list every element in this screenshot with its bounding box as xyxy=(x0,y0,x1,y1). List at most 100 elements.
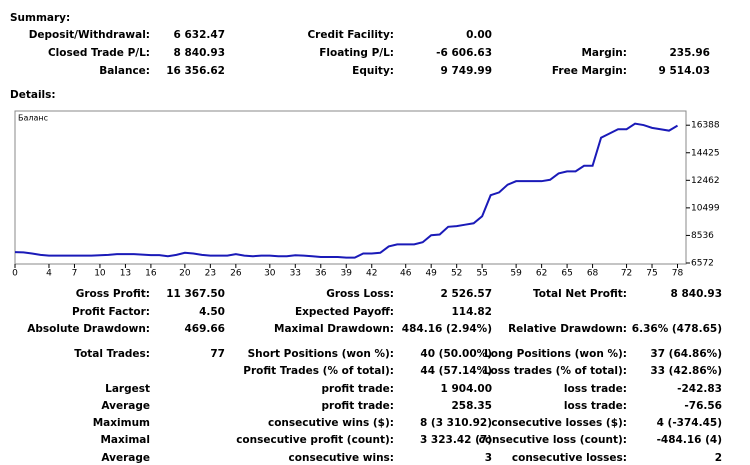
x-tick-label: 30 xyxy=(264,269,276,279)
legend-label: Баланс xyxy=(18,114,48,123)
cell-value: 9 514.03 xyxy=(659,65,710,77)
cell-label: Balance: xyxy=(99,65,150,77)
cell-label: Total Net Profit: xyxy=(533,288,627,300)
cell-label: Largest xyxy=(105,383,150,395)
cell-value: 258.35 xyxy=(451,400,492,412)
chart-frame xyxy=(14,110,687,265)
cell-label: Gross Profit: xyxy=(76,288,150,300)
cell-label: Margin: xyxy=(581,47,627,59)
y-tick-label: 12462 xyxy=(691,176,720,186)
cell-value: 44 (57.14%) xyxy=(420,365,492,377)
x-tick-label: 65 xyxy=(561,269,572,279)
cell-value: 469.66 xyxy=(184,323,225,335)
x-tick-label: 72 xyxy=(621,269,632,279)
x-tick-label: 59 xyxy=(510,269,522,279)
x-tick-label: 49 xyxy=(425,269,437,279)
cell-label: consecutive losses ($): xyxy=(491,417,627,429)
summary-heading: Summary: xyxy=(10,12,70,24)
cell-label: Equity: xyxy=(352,65,394,77)
cell-value: 11 367.50 xyxy=(166,288,225,300)
cell-label: Relative Drawdown: xyxy=(508,323,627,335)
y-tick-label: 16388 xyxy=(691,121,720,131)
cell-label: Gross Loss: xyxy=(326,288,394,300)
cell-value: 114.82 xyxy=(451,306,492,318)
cell-label: Credit Facility: xyxy=(307,29,394,41)
details-heading: Details: xyxy=(10,89,56,101)
cell-value: 8 840.93 xyxy=(174,47,225,59)
x-tick-label: 33 xyxy=(290,269,301,279)
cell-label: profit trade: xyxy=(322,400,395,412)
cell-value: 1 904.00 xyxy=(441,383,492,395)
cell-label: loss trade: xyxy=(564,400,627,412)
x-tick-label: 13 xyxy=(120,269,131,279)
cell-label: Loss trades (% of total): xyxy=(484,365,627,377)
cell-value: 16 356.62 xyxy=(166,65,225,77)
cell-label: Free Margin: xyxy=(552,65,627,77)
cell-value: 2 526.57 xyxy=(441,288,492,300)
y-tick-label: 14425 xyxy=(691,148,720,158)
cell-value: 9 749.99 xyxy=(441,65,492,77)
cell-label: consecutive wins ($): xyxy=(268,417,394,429)
cell-value: -76.56 xyxy=(684,400,722,412)
x-tick-label: 36 xyxy=(315,269,327,279)
cell-value: 4.50 xyxy=(199,306,225,318)
cell-value: 40 (50.00%) xyxy=(420,348,492,360)
x-tick-label: 10 xyxy=(94,269,106,279)
y-tick-label: 10499 xyxy=(691,203,720,213)
x-tick-label: 42 xyxy=(366,269,377,279)
cell-value: 2 xyxy=(715,452,722,464)
cell-label: Short Positions (won %): xyxy=(248,348,394,360)
cell-value: -484.16 (4) xyxy=(657,434,722,446)
cell-value: 484.16 (2.94%) xyxy=(402,323,492,335)
cell-label: Maximum xyxy=(93,417,150,429)
cell-label: loss trade: xyxy=(564,383,627,395)
cell-value: 0.00 xyxy=(466,29,492,41)
cell-value: 8 840.93 xyxy=(671,288,722,300)
x-tick-label: 7 xyxy=(72,269,78,279)
x-tick-label: 68 xyxy=(587,269,599,279)
x-tick-label: 26 xyxy=(230,269,242,279)
cell-label: Average xyxy=(101,400,150,412)
x-tick-label: 46 xyxy=(400,269,412,279)
cell-label: Expected Payoff: xyxy=(295,306,394,318)
x-tick-label: 4 xyxy=(46,269,52,279)
x-tick-label: 39 xyxy=(341,269,353,279)
cell-value: 6.36% (478.65) xyxy=(632,323,722,335)
x-tick-label: 20 xyxy=(179,269,191,279)
x-tick-label: 75 xyxy=(646,269,657,279)
cell-value: 3 323.42 (7) xyxy=(420,434,492,446)
cell-value: 4 (-374.45) xyxy=(657,417,722,429)
cell-value: 33 (42.86%) xyxy=(650,365,722,377)
cell-label: Absolute Drawdown: xyxy=(27,323,150,335)
x-tick-label: 0 xyxy=(12,269,18,279)
x-tick-label: 78 xyxy=(672,269,684,279)
cell-label: consecutive loss (count): xyxy=(479,434,627,446)
cell-value: -6 606.63 xyxy=(436,47,492,59)
cell-value: -242.83 xyxy=(677,383,722,395)
cell-label: Profit Factor: xyxy=(72,306,150,318)
x-tick-label: 23 xyxy=(205,269,216,279)
x-tick-label: 62 xyxy=(536,269,547,279)
x-tick-label: 52 xyxy=(451,269,462,279)
cell-value: 235.96 xyxy=(669,47,710,59)
cell-value: 8 (3 310.92) xyxy=(420,417,492,429)
cell-value: 6 632.47 xyxy=(174,29,225,41)
cell-label: profit trade: xyxy=(322,383,395,395)
cell-label: consecutive wins: xyxy=(289,452,394,464)
cell-label: Floating P/L: xyxy=(319,47,394,59)
y-tick-label: 6572 xyxy=(691,258,714,268)
cell-value: 3 xyxy=(485,452,492,464)
cell-value: 77 xyxy=(210,348,225,360)
cell-label: Closed Trade P/L: xyxy=(48,47,150,59)
cell-label: consecutive profit (count): xyxy=(236,434,394,446)
x-tick-label: 16 xyxy=(145,269,157,279)
cell-label: Deposit/Withdrawal: xyxy=(29,29,150,41)
cell-label: Profit Trades (% of total): xyxy=(243,365,394,377)
x-tick-label: 55 xyxy=(476,269,487,279)
cell-label: Total Trades: xyxy=(74,348,150,360)
cell-value: 37 (64.86%) xyxy=(650,348,722,360)
cell-label: Average xyxy=(101,452,150,464)
y-tick-label: 8536 xyxy=(691,231,714,241)
balance-line xyxy=(14,122,679,259)
